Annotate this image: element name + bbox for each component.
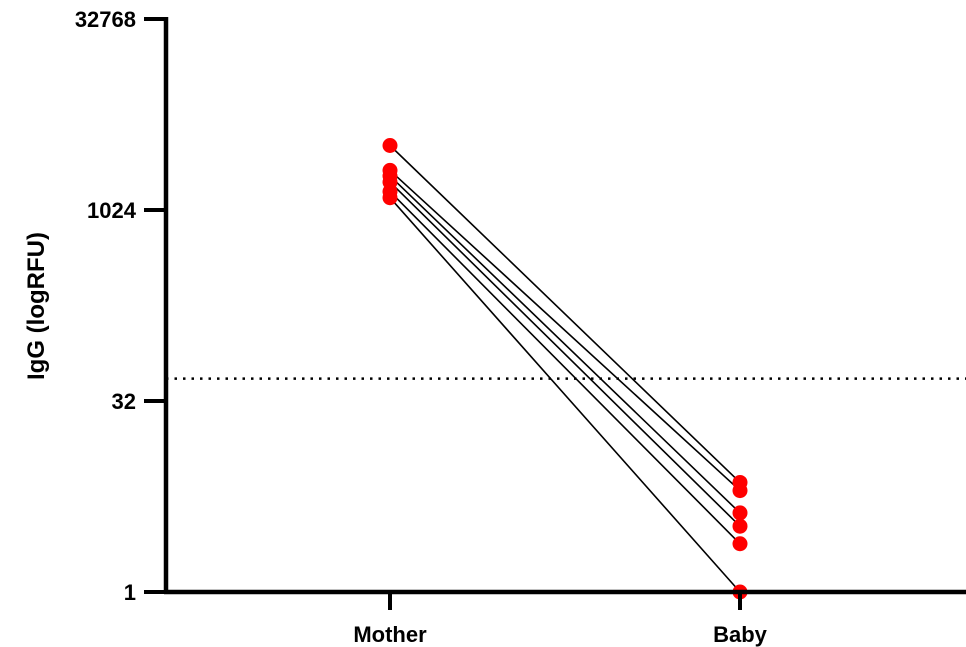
x-tick-label: Baby bbox=[713, 622, 768, 647]
x-tick-labels-group: Mother Baby bbox=[353, 592, 768, 647]
y-tick-label: 32 bbox=[112, 389, 136, 414]
baby-point bbox=[732, 505, 748, 521]
pair-line bbox=[389, 197, 741, 593]
y-ticks-group: 1 32 1024 32768 bbox=[75, 7, 166, 605]
y-tick-label: 1024 bbox=[87, 198, 137, 223]
pair-line bbox=[389, 191, 741, 545]
mother-point bbox=[382, 190, 398, 206]
pair-line bbox=[389, 169, 741, 492]
baby-point bbox=[732, 483, 748, 499]
y-axis-title: IgG (logRFU) bbox=[23, 232, 50, 380]
x-tick-label: Mother bbox=[353, 622, 427, 647]
y-tick-label: 1 bbox=[124, 580, 136, 605]
pair-line bbox=[389, 181, 741, 527]
pair-line bbox=[389, 144, 741, 484]
pair-line bbox=[389, 175, 741, 514]
mother-point bbox=[382, 138, 398, 154]
baby-point bbox=[732, 536, 748, 552]
y-tick-label: 32768 bbox=[75, 7, 136, 32]
baby-point bbox=[732, 518, 748, 534]
pair-lines-group bbox=[389, 144, 741, 593]
